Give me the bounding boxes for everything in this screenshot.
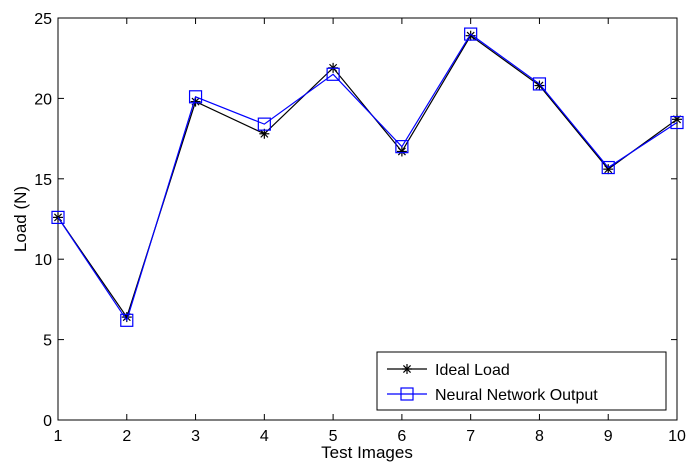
x-tick-label: 4 (260, 428, 269, 445)
x-axis-ticks: 1 2 3 4 5 6 7 8 9 10 (54, 18, 686, 445)
data-point (120, 313, 134, 327)
y-tick-label: 20 (34, 91, 52, 108)
legend-neural-network-marker (400, 387, 414, 401)
data-point (51, 210, 65, 224)
data-point (326, 67, 340, 81)
data-point (464, 27, 478, 41)
data-point (188, 90, 203, 104)
x-tick-label: 1 (54, 428, 63, 445)
data-point (601, 160, 615, 175)
x-tick-label: 3 (191, 428, 200, 445)
legend: Ideal Load Neural Network Output (376, 351, 667, 411)
x-tick-label: 5 (329, 428, 338, 445)
legend-ideal-load-marker (402, 364, 412, 374)
x-tick-label: 9 (604, 428, 613, 445)
legend-box (376, 351, 667, 411)
data-point (259, 128, 270, 139)
x-tick-label: 2 (122, 428, 131, 445)
x-axis-label: Test Images (321, 443, 413, 462)
series-line-neural-network-output (57, 33, 678, 322)
y-tick-label: 5 (43, 333, 52, 350)
y-tick-label: 15 (34, 172, 52, 189)
data-point (257, 117, 271, 131)
legend-marker-symbol (400, 387, 414, 401)
y-axis-label: Load (N) (11, 186, 30, 252)
x-tick-label: 7 (466, 428, 475, 445)
x-tick-label: 6 (397, 428, 406, 445)
x-tick-label: 10 (668, 428, 686, 445)
y-tick-label: 25 (34, 11, 52, 28)
legend-marker-symbol (402, 364, 412, 374)
data-point (532, 77, 547, 91)
data-point (395, 140, 409, 154)
legend-ideal-load-label: Ideal Load (435, 362, 510, 379)
data-point (396, 146, 407, 157)
series-layer (51, 27, 684, 327)
legend-neural-network-label: Neural Network Output (435, 387, 598, 404)
y-axis-ticks: 0 5 10 15 20 25 (34, 11, 677, 430)
y-tick-label: 10 (34, 252, 52, 269)
y-tick-label: 0 (43, 413, 52, 430)
data-point (670, 115, 684, 130)
data-point (603, 164, 614, 175)
data-point (534, 80, 545, 91)
x-tick-label: 8 (535, 428, 544, 445)
